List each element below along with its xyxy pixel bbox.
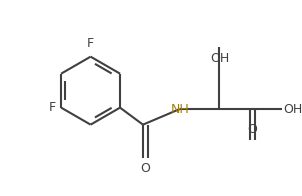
Text: NH: NH <box>170 103 189 115</box>
Text: OH: OH <box>210 52 229 65</box>
Text: OH: OH <box>284 103 302 115</box>
Text: F: F <box>48 101 56 114</box>
Text: O: O <box>140 162 150 175</box>
Text: O: O <box>248 122 257 136</box>
Text: F: F <box>87 37 94 50</box>
